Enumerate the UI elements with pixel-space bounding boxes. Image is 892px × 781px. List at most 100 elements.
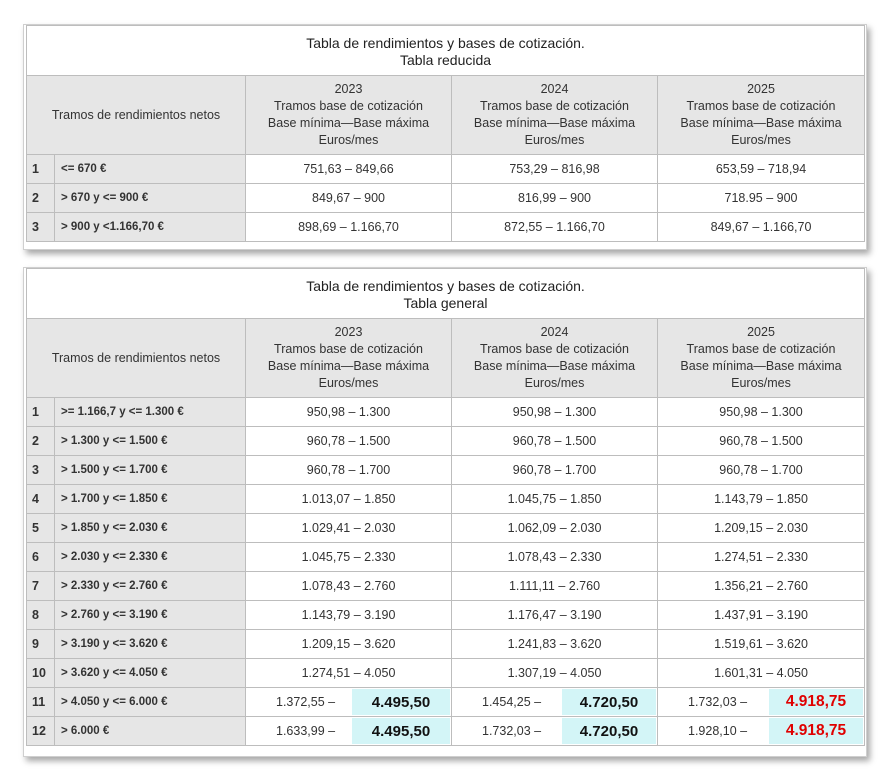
row-number-text: 1 xyxy=(32,162,39,176)
value-2023: 1.633,99 – 4.495,50 xyxy=(245,716,452,746)
value-2024: 1.111,11 – 2.760 xyxy=(451,571,658,601)
row-number: 3 xyxy=(26,212,55,242)
table-row: 1 >= 1.166,7 y <= 1.300 € 950,98 – 1.300 95… xyxy=(26,397,866,427)
value-2023-text: 1.029,41 – 2.030 xyxy=(301,521,396,535)
value-2025-text: 718.95 – 900 xyxy=(724,191,798,205)
row-range: > 900 y <1.166,70 € xyxy=(54,212,246,242)
value-2024-text: 950,98 – 1.300 xyxy=(512,405,597,419)
row-number: 5 xyxy=(26,513,55,543)
row-range: > 1.300 y <= 1.500 € xyxy=(54,426,246,456)
table-row: 2 > 670 y <= 900 € 849,67 – 900 816,99 – 90… xyxy=(26,183,866,213)
row-number-text: 2 xyxy=(32,434,39,448)
value-2025-text: 1.209,15 – 2.030 xyxy=(714,521,808,535)
table-row: 3 > 900 y <1.166,70 € 898,69 – 1.166,70 872… xyxy=(26,212,866,242)
value-2023: 1.143,79 – 3.190 xyxy=(245,600,452,630)
value-2023: 960,78 – 1.500 xyxy=(245,426,452,456)
row-range: > 2.760 y <= 3.190 € xyxy=(54,600,246,630)
highlight-max-base: 4.495,50 xyxy=(352,718,450,744)
value-2025: 950,98 – 1.300 xyxy=(656,397,866,427)
row-range: > 1.850 y <= 2.030 € xyxy=(54,513,246,543)
value-2024: 1.454,25 – 4.720,50 xyxy=(451,687,658,717)
value-2023: 1.029,41 – 2.030 xyxy=(245,513,452,543)
tabla-reducida: Tabla de rendimientos y bases de cotizac… xyxy=(25,25,866,242)
row-number: 8 xyxy=(26,600,55,630)
value-2023-text: 960,78 – 1.500 xyxy=(306,434,391,448)
value-2024: 753,29 – 816,98 xyxy=(451,154,658,184)
header-line: Tramos base de cotización xyxy=(686,99,836,113)
value-2025: 1.601,31 – 4.050 xyxy=(656,658,866,688)
table-row: 10 > 3.620 y <= 4.050 € 1.274,51 – 4.050 1.… xyxy=(26,658,866,688)
value-2024: 1.078,43 – 2.330 xyxy=(451,542,658,572)
value-2024: 960,78 – 1.500 xyxy=(451,426,658,456)
header-line: Base mínima—Base máxima xyxy=(473,116,636,130)
year-header-2024: 2024 Tramos base de cotización Base míni… xyxy=(451,75,658,155)
value-2025: 653,59 – 718,94 xyxy=(656,154,866,184)
value-2024-text: 816,99 – 900 xyxy=(518,191,591,205)
value-2024-text: 1.307,19 – 4.050 xyxy=(507,666,602,680)
row-number-text: 4 xyxy=(32,492,39,506)
value-2024: 960,78 – 1.700 xyxy=(451,455,658,485)
value-2024-text: 960,78 – 1.500 xyxy=(512,434,597,448)
value-2025: 1.519,61 – 3.620 xyxy=(656,629,866,659)
value-2024-text: 1.732,03 – xyxy=(482,724,542,738)
row-range-text: > 4.050 y <= 6.000 € xyxy=(61,696,168,708)
value-2025: 960,78 – 1.500 xyxy=(656,426,866,456)
header-line: Base mínima—Base máxima xyxy=(267,116,430,130)
row-number-text: 9 xyxy=(32,637,39,651)
year-label: 2023 xyxy=(334,325,363,339)
value-2025-text: 1.928,10 – xyxy=(688,724,748,738)
value-2023-text: 1.372,55 – xyxy=(276,695,336,709)
row-number: 1 xyxy=(26,397,55,427)
row-number: 6 xyxy=(26,542,55,572)
value-2025-text: 960,78 – 1.700 xyxy=(719,463,803,477)
value-2024: 1.241,83 – 3.620 xyxy=(451,629,658,659)
highlight-max-base: 4.720,50 xyxy=(562,689,656,715)
value-2025-text: 1.143,79 – 1.850 xyxy=(714,492,808,506)
row-range-text: >= 1.166,7 y <= 1.300 € xyxy=(61,406,184,418)
value-2025: 1.143,79 – 1.850 xyxy=(656,484,866,514)
table-row: 2 > 1.300 y <= 1.500 € 960,78 – 1.500 960,7… xyxy=(26,426,866,456)
value-2024-text: 1.062,09 – 2.030 xyxy=(507,521,602,535)
table-row: 6 > 2.030 y <= 2.330 € 1.045,75 – 2.330 1.0… xyxy=(26,542,866,572)
value-2025: 1.437,91 – 3.190 xyxy=(656,600,866,630)
value-2025: 1.928,10 – 4.918,75 xyxy=(656,716,866,746)
row-number-text: 10 xyxy=(32,666,46,680)
table-row: 7 > 2.330 y <= 2.760 € 1.078,43 – 2.760 1.1… xyxy=(26,571,866,601)
row-number-text: 3 xyxy=(32,463,39,477)
value-2024: 1.732,03 – 4.720,50 xyxy=(451,716,658,746)
value-2023-text: 1.143,79 – 3.190 xyxy=(301,608,396,622)
row-number: 1 xyxy=(26,154,55,184)
value-2023-text: 1.633,99 – xyxy=(276,724,336,738)
value-2023-text: 898,69 – 1.166,70 xyxy=(298,220,399,234)
row-number: 7 xyxy=(26,571,55,601)
header-line: Euros/mes xyxy=(524,133,585,147)
year-header-2025: 2025 Tramos base de cotización Base míni… xyxy=(656,75,866,155)
tabla-general-card: Tabla de rendimientos y bases de cotizac… xyxy=(23,267,867,757)
row-number-text: 5 xyxy=(32,521,39,535)
value-2023-text: 1.274,51 – 4.050 xyxy=(301,666,396,680)
value-2023-text: 960,78 – 1.700 xyxy=(306,463,391,477)
row-range: > 1.700 y <= 1.850 € xyxy=(54,484,246,514)
header-line: Tramos base de cotización xyxy=(274,342,423,356)
value-2025: 849,67 – 1.166,70 xyxy=(656,212,866,242)
highlight-max-base: 4.918,75 xyxy=(769,689,863,715)
tabla-general-title: Tabla de rendimientos y bases de cotizac… xyxy=(25,268,866,319)
row-range: > 670 y <= 900 € xyxy=(54,183,246,213)
value-2023-text: 1.045,75 – 2.330 xyxy=(301,550,396,564)
row-range-text: > 1.300 y <= 1.500 € xyxy=(61,435,168,447)
row-number: 11 xyxy=(26,687,55,717)
header-line: Euros/mes xyxy=(731,133,791,147)
row-number-text: 2 xyxy=(32,191,39,205)
row-number-text: 3 xyxy=(32,220,39,234)
year-header-2023: 2023 Tramos base de cotización Base míni… xyxy=(245,318,452,398)
table-row: 4 > 1.700 y <= 1.850 € 1.013,07 – 1.850 1.0… xyxy=(26,484,866,514)
title-line-1: Tabla de rendimientos y bases de cotizac… xyxy=(306,278,585,294)
value-2023-text: 1.078,43 – 2.760 xyxy=(301,579,396,593)
value-2024-text: 1.045,75 – 1.850 xyxy=(507,492,602,506)
row-range-text: > 1.850 y <= 2.030 € xyxy=(61,522,168,534)
header-line: Euros/mes xyxy=(524,376,585,390)
value-2025-text: 1.356,21 – 2.760 xyxy=(714,579,808,593)
table-row: 8 > 2.760 y <= 3.190 € 1.143,79 – 3.190 1.1… xyxy=(26,600,866,630)
row-number: 3 xyxy=(26,455,55,485)
tabla-reducida-title: Tabla de rendimientos y bases de cotizac… xyxy=(25,25,866,76)
